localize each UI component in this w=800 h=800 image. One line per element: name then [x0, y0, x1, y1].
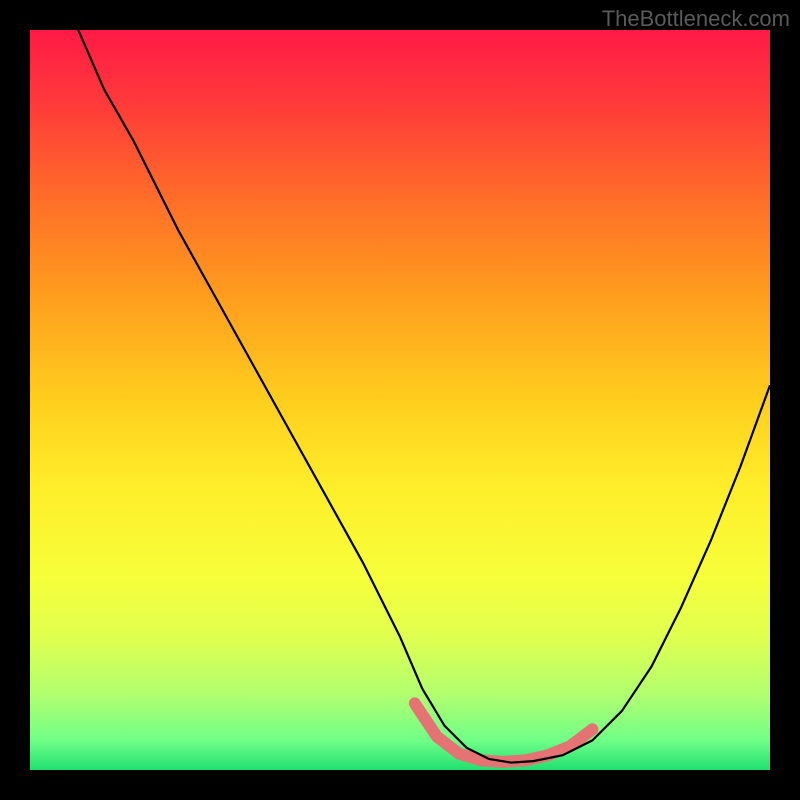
bottleneck-chart: TheBottleneck.com — [0, 0, 800, 800]
chart-svg — [0, 0, 800, 800]
plot-background — [30, 30, 770, 770]
